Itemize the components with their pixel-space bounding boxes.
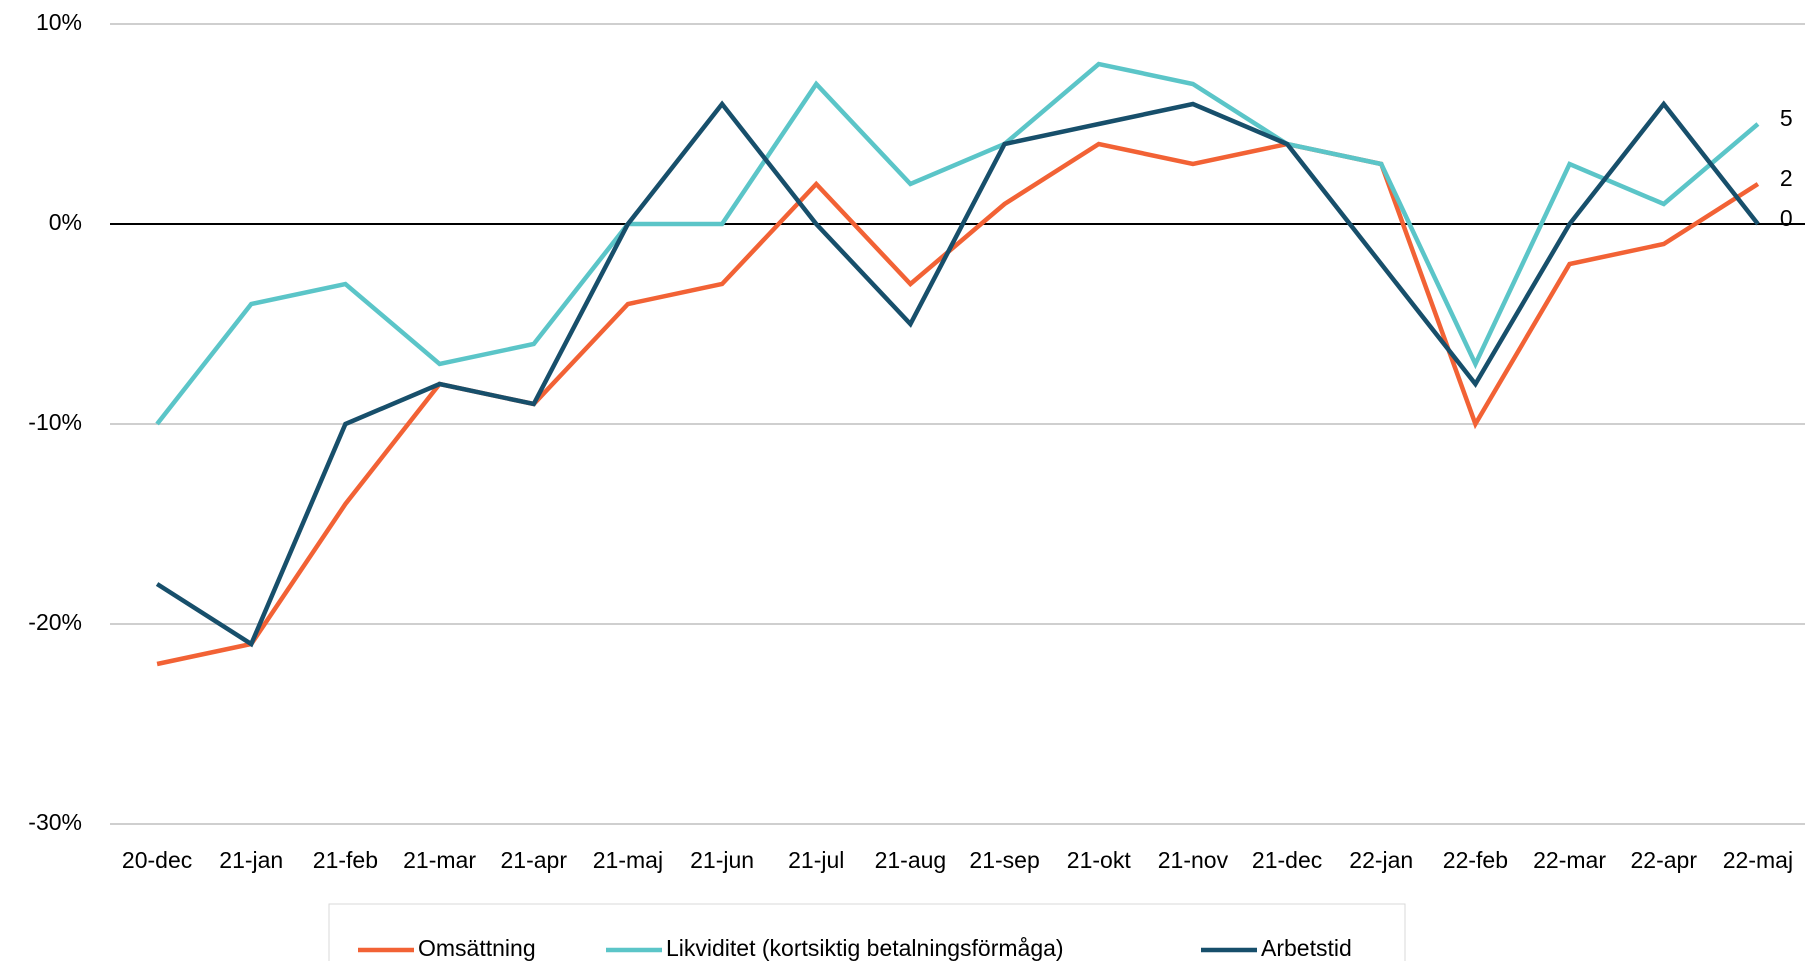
y-tick-label: 0%: [49, 209, 82, 235]
x-tick-label: 21-jul: [788, 847, 844, 873]
x-tick-label: 21-okt: [1067, 847, 1132, 873]
line: [156, 141, 1760, 667]
legend-label: Arbetstid: [1261, 935, 1352, 961]
y-tick-label: -20%: [28, 609, 82, 635]
y-tick-label: -30%: [28, 809, 82, 835]
x-tick-label: 22-mar: [1533, 847, 1606, 873]
x-tick-label: 21-jun: [690, 847, 754, 873]
x-tick-label: 22-maj: [1723, 847, 1793, 873]
y-tick-label: 10%: [36, 9, 82, 35]
line: [155, 61, 1760, 426]
x-tick-label: 22-feb: [1443, 847, 1508, 873]
x-tick-label: 21-dec: [1252, 847, 1322, 873]
x-tick-label: 21-mar: [403, 847, 476, 873]
x-tick-label: 21-nov: [1158, 847, 1229, 873]
x-tick-label: 21-apr: [501, 847, 568, 873]
x-tick-label: 22-jan: [1349, 847, 1413, 873]
x-tick-label: 21-sep: [969, 847, 1039, 873]
data-label: 0: [1780, 205, 1793, 231]
x-tick-label: 21-maj: [593, 847, 663, 873]
legend-label: Likviditet (kortsiktig betalningsförmåga…: [666, 935, 1064, 961]
x-tick-label: 20-dec: [122, 847, 192, 873]
data-label: 2: [1780, 165, 1793, 191]
line: [155, 100, 1760, 648]
x-tick-label: 21-aug: [875, 847, 947, 873]
x-tick-label: 21-jan: [219, 847, 283, 873]
data-label: 5: [1780, 105, 1793, 131]
x-tick-label: 22-apr: [1631, 847, 1698, 873]
x-tick-label: 21-feb: [313, 847, 378, 873]
y-tick-label: -10%: [28, 409, 82, 435]
legend-label: Omsättning: [418, 935, 536, 961]
